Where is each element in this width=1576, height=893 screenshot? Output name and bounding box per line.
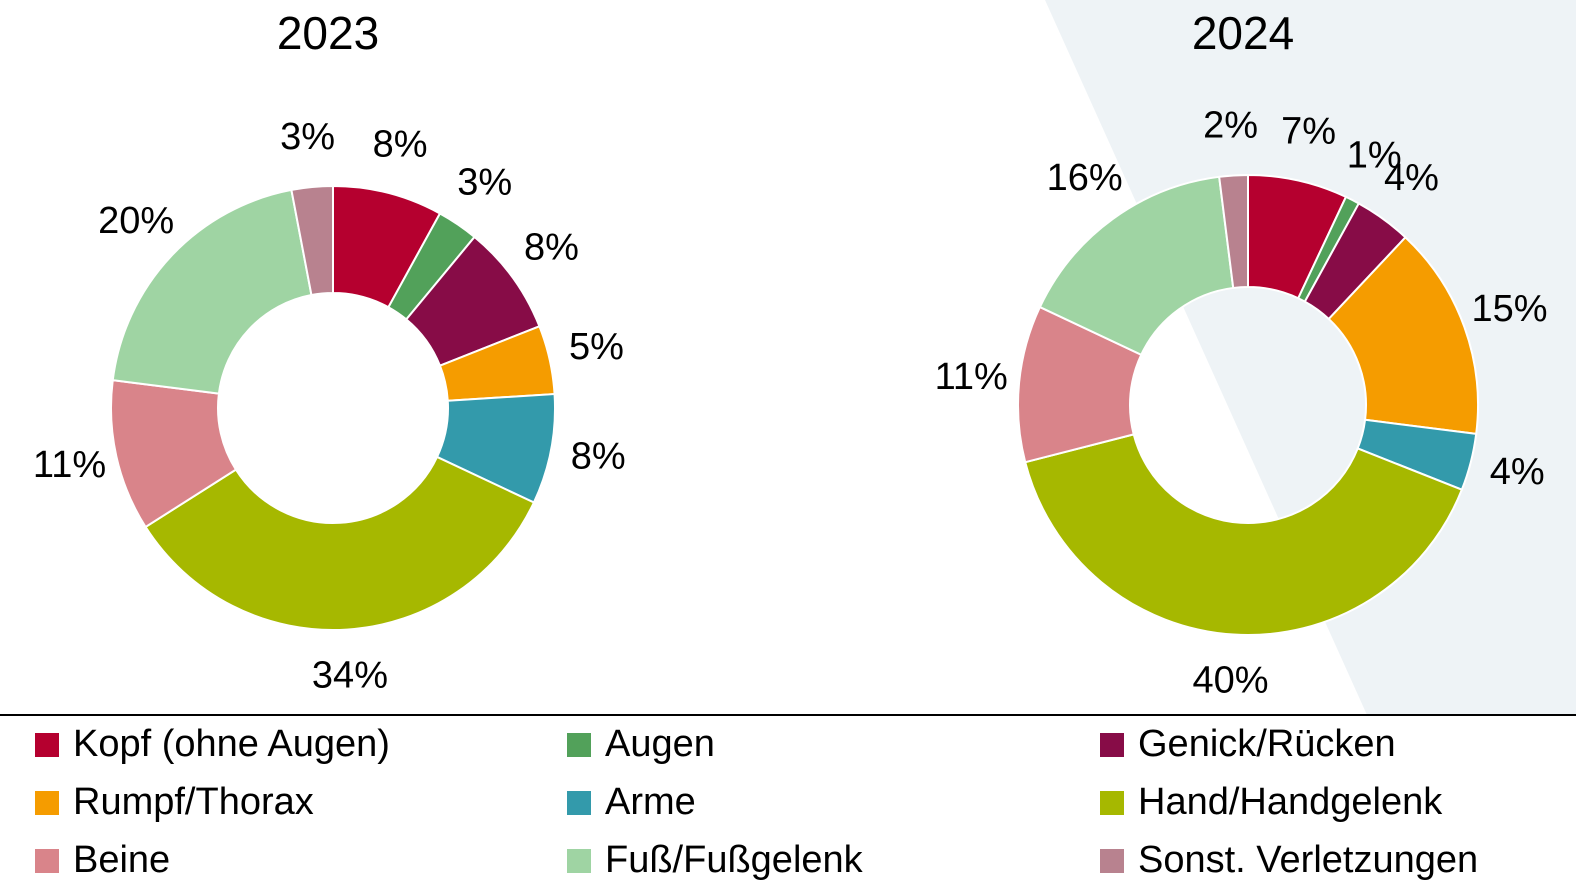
data-label: 8% bbox=[373, 124, 428, 166]
data-label: 8% bbox=[524, 226, 579, 268]
background-shape bbox=[1045, 0, 1576, 715]
legend-label: Genick/Rücken bbox=[1138, 723, 1396, 765]
data-label: 11% bbox=[935, 356, 1008, 398]
data-label: 3% bbox=[280, 116, 335, 158]
legend-label: Sonst. Verletzungen bbox=[1138, 839, 1478, 881]
legend-label: Hand/Handgelenk bbox=[1138, 781, 1443, 823]
data-label: 20% bbox=[98, 200, 174, 242]
chart-title: 2023 bbox=[277, 7, 379, 59]
data-label: 1% bbox=[1347, 134, 1402, 176]
data-label: 16% bbox=[1047, 157, 1123, 199]
data-label: 34% bbox=[312, 654, 388, 696]
donut-slice bbox=[111, 188, 313, 395]
legend-label: Beine bbox=[73, 839, 170, 881]
donut-slice bbox=[1024, 433, 1464, 636]
data-label: 7% bbox=[1281, 111, 1336, 153]
donut-slice bbox=[144, 455, 536, 631]
legend-label: Arme bbox=[605, 781, 696, 823]
legend-swatch bbox=[1100, 733, 1124, 757]
data-label: 3% bbox=[457, 162, 512, 204]
data-label: 15% bbox=[1472, 288, 1548, 330]
data-label: 40% bbox=[1193, 659, 1269, 701]
legend-label: Augen bbox=[605, 723, 715, 765]
data-label: 2% bbox=[1203, 105, 1258, 147]
legend-label: Rumpf/Thorax bbox=[73, 781, 314, 823]
donut-slice bbox=[290, 184, 334, 297]
legend-swatch bbox=[35, 791, 59, 815]
legend-swatch bbox=[567, 791, 591, 815]
donut-slice bbox=[1038, 175, 1235, 357]
data-label: 5% bbox=[569, 326, 624, 368]
donut-slice bbox=[1327, 235, 1479, 435]
data-label: 11% bbox=[33, 444, 106, 486]
data-label: 8% bbox=[571, 436, 626, 478]
legend-swatch bbox=[1100, 849, 1124, 873]
data-label: 4% bbox=[1490, 451, 1545, 493]
legend-swatch bbox=[35, 849, 59, 873]
legend-swatch bbox=[567, 733, 591, 757]
chart-title: 2024 bbox=[1192, 7, 1294, 59]
legend-swatch bbox=[1100, 791, 1124, 815]
legend-swatch bbox=[567, 849, 591, 873]
donut-slice bbox=[1218, 173, 1249, 290]
legend-label: Kopf (ohne Augen) bbox=[73, 723, 390, 765]
data-label: 4% bbox=[1384, 157, 1439, 199]
legend-label: Fuß/Fußgelenk bbox=[605, 839, 864, 881]
legend-swatch bbox=[35, 733, 59, 757]
